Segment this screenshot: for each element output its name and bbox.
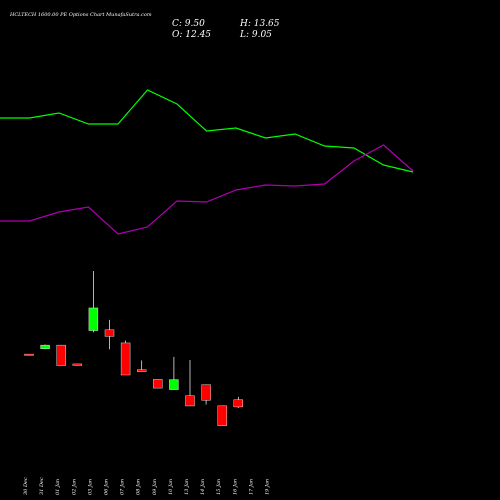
- candle-31-dec: [40, 344, 50, 350]
- candle-body: [233, 399, 244, 408]
- candle-body: [72, 363, 83, 366]
- x-tick-label: 08 Jan: [136, 479, 142, 495]
- low-value: L: 9.05: [239, 30, 272, 40]
- candle-13-jan: [185, 360, 195, 407]
- x-tick-label: 31 Dec: [39, 477, 45, 495]
- candle-body: [153, 379, 163, 389]
- chart-title: HCLTECH 1600.00 PE Options Chart MunafaS…: [9, 12, 152, 18]
- candle-body: [136, 369, 147, 372]
- x-tick-label: 01 Jan: [55, 479, 61, 495]
- candle-body: [88, 307, 99, 331]
- x-tick-label: 17 Jan: [248, 479, 254, 495]
- indicator-line-2: [0, 144, 414, 235]
- candle-08-jan: [136, 360, 147, 372]
- candlesticks: [24, 271, 244, 426]
- candle-09-jan: [153, 379, 163, 389]
- close-value: C: 9.50: [172, 19, 205, 29]
- x-tick-label: 07 Jan: [120, 479, 126, 495]
- candle-30-dec: [24, 353, 34, 356]
- x-tick-label: 14 Jan: [200, 479, 206, 495]
- x-tick-label: 09 Jan: [152, 479, 158, 495]
- candle-body: [185, 395, 195, 407]
- x-tick-label: 06 Jan: [104, 479, 110, 495]
- candle-15-jan: [217, 405, 227, 426]
- candle-14-jan: [201, 384, 211, 405]
- candle-07-jan: [120, 340, 131, 376]
- candle-06-jan: [104, 319, 115, 350]
- x-tick-label: 03 Jan: [87, 479, 93, 495]
- candle-01-jan: [56, 344, 66, 366]
- x-tick-label: 19 Jan: [265, 479, 271, 495]
- candle-body: [201, 384, 211, 401]
- x-tick-label: 15 Jan: [216, 479, 222, 495]
- candle-body: [120, 342, 131, 376]
- x-tick-label: 13 Jan: [184, 479, 190, 495]
- candle-body: [24, 353, 34, 356]
- x-axis-labels: 30 Dec 31 Dec 01 Jan 02 Jan 03 Jan 06 Jan 07 J…: [23, 477, 271, 495]
- candle-body: [169, 379, 179, 390]
- candle-16-jan: [233, 396, 244, 409]
- candle-body: [56, 344, 66, 366]
- candle-body: [217, 405, 227, 426]
- open-value: O: 12.45: [172, 30, 211, 40]
- candle-body: [40, 344, 50, 349]
- x-tick-label: 02 Jan: [71, 479, 77, 495]
- candle-03-jan: [88, 271, 99, 333]
- candle-02-jan: [72, 363, 83, 366]
- x-tick-label: 16 Jan: [232, 479, 238, 495]
- candle-body: [104, 329, 115, 337]
- x-tick-label: 10 Jan: [168, 479, 174, 495]
- indicator-lines: [0, 89, 414, 235]
- indicator-line-1: [0, 89, 414, 173]
- candle-10-jan: [169, 356, 179, 390]
- x-tick-label: 30 Dec: [23, 477, 29, 495]
- high-value: H: 13.65: [239, 19, 280, 29]
